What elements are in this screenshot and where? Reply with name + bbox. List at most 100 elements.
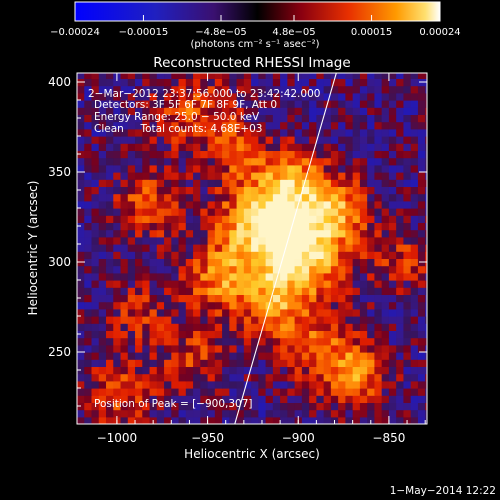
heatmap-cell bbox=[207, 150, 216, 159]
heatmap-cell bbox=[178, 402, 187, 411]
heatmap-cell bbox=[410, 200, 419, 209]
heatmap-cell bbox=[243, 100, 252, 108]
heatmap-cell bbox=[193, 395, 201, 403]
heatmap-cell bbox=[156, 388, 165, 396]
heatmap-cell bbox=[338, 416, 346, 424]
heatmap-cell bbox=[222, 136, 230, 144]
heatmap-cell bbox=[236, 128, 245, 137]
heatmap-cell bbox=[316, 215, 325, 223]
heatmap-cell bbox=[200, 128, 209, 137]
heatmap-cell bbox=[200, 121, 209, 130]
heatmap-cell bbox=[193, 265, 201, 274]
heatmap-cell bbox=[207, 215, 216, 223]
heatmap-cell bbox=[345, 208, 354, 216]
heatmap-cell bbox=[193, 344, 201, 353]
heatmap-cell bbox=[84, 366, 93, 375]
heatmap-cell bbox=[294, 150, 303, 159]
heatmap-cell bbox=[381, 215, 390, 223]
heatmap-cell bbox=[251, 200, 259, 209]
heatmap-cell bbox=[214, 92, 223, 101]
heatmap-cell bbox=[185, 323, 194, 331]
heatmap-cell bbox=[106, 179, 114, 187]
heatmap-cell bbox=[84, 251, 93, 259]
heatmap-cell bbox=[367, 280, 376, 288]
heatmap-cell bbox=[113, 308, 122, 317]
heatmap-cell bbox=[171, 222, 180, 231]
heatmap-cell bbox=[272, 344, 281, 353]
heatmap-cell bbox=[171, 294, 180, 303]
heatmap-cell bbox=[185, 272, 194, 281]
heatmap-cell bbox=[207, 316, 216, 324]
heatmap-cell bbox=[91, 164, 100, 173]
heatmap-cell bbox=[338, 193, 346, 202]
heatmap-cell bbox=[149, 352, 158, 360]
heatmap-cell bbox=[367, 85, 376, 94]
heatmap-cell bbox=[280, 287, 288, 295]
heatmap-cell bbox=[142, 287, 151, 295]
heatmap-cell bbox=[229, 179, 238, 187]
heatmap-cell bbox=[135, 316, 143, 324]
heatmap-cell bbox=[403, 114, 412, 123]
heatmap-cell bbox=[98, 280, 107, 288]
heatmap-cell bbox=[185, 258, 194, 267]
heatmap-cell bbox=[374, 150, 383, 159]
heatmap-cell bbox=[222, 316, 230, 324]
heatmap-cell bbox=[77, 272, 85, 281]
heatmap-cell bbox=[323, 352, 332, 360]
heatmap-cell bbox=[98, 344, 107, 353]
heatmap-cell bbox=[330, 244, 339, 252]
heatmap-cell bbox=[323, 337, 332, 346]
heatmap-cell bbox=[127, 373, 136, 382]
heatmap-cell bbox=[149, 172, 158, 180]
heatmap-cell bbox=[164, 287, 172, 295]
heatmap-cell bbox=[142, 92, 151, 101]
heatmap-cell bbox=[359, 236, 368, 245]
heatmap-cell bbox=[185, 373, 194, 382]
heatmap-cell bbox=[367, 157, 376, 166]
heatmap-cell bbox=[156, 128, 165, 137]
heatmap-cell bbox=[84, 73, 93, 79]
heatmap-cell bbox=[98, 301, 107, 310]
heatmap-cell bbox=[178, 78, 187, 87]
heatmap-cell bbox=[352, 92, 361, 101]
heatmap-cell bbox=[381, 136, 390, 144]
heatmap-cell bbox=[265, 251, 274, 259]
heatmap-cell bbox=[359, 294, 368, 303]
heatmap-cell bbox=[229, 380, 238, 389]
heatmap-cell bbox=[171, 172, 180, 180]
heatmap-cell bbox=[403, 136, 412, 144]
heatmap-cell bbox=[127, 337, 136, 346]
heatmap-cell bbox=[374, 388, 383, 396]
heatmap-cell bbox=[84, 380, 93, 389]
heatmap-cell bbox=[156, 280, 165, 288]
heatmap-cell bbox=[359, 287, 368, 295]
heatmap-cell bbox=[272, 323, 281, 331]
heatmap-cell bbox=[120, 150, 129, 159]
heatmap-cell bbox=[185, 359, 194, 367]
heatmap-cell bbox=[280, 416, 288, 424]
heatmap-cell bbox=[396, 172, 405, 180]
heatmap-cell bbox=[127, 222, 136, 231]
heatmap-cell bbox=[243, 186, 252, 195]
heatmap-cell bbox=[135, 352, 143, 360]
heatmap-cell bbox=[135, 373, 143, 382]
heatmap-cell bbox=[374, 366, 383, 375]
heatmap-cell bbox=[272, 128, 281, 137]
heatmap-cell bbox=[287, 208, 296, 216]
heatmap-cell bbox=[309, 143, 317, 151]
heatmap-cell bbox=[258, 272, 267, 281]
heatmap-cell bbox=[84, 308, 93, 317]
heatmap-cell bbox=[374, 373, 383, 382]
heatmap-cell bbox=[352, 395, 361, 403]
heatmap-cell bbox=[374, 402, 383, 411]
heatmap-cell bbox=[388, 136, 397, 144]
heatmap-cell bbox=[229, 157, 238, 166]
heatmap-cell bbox=[374, 222, 383, 231]
heatmap-cell bbox=[222, 258, 230, 267]
heatmap-cell bbox=[258, 301, 267, 310]
heatmap-cell bbox=[388, 388, 397, 396]
heatmap-cell bbox=[374, 409, 383, 418]
heatmap-cell bbox=[113, 280, 122, 288]
heatmap-cell bbox=[280, 344, 288, 353]
heatmap-cell bbox=[388, 200, 397, 209]
